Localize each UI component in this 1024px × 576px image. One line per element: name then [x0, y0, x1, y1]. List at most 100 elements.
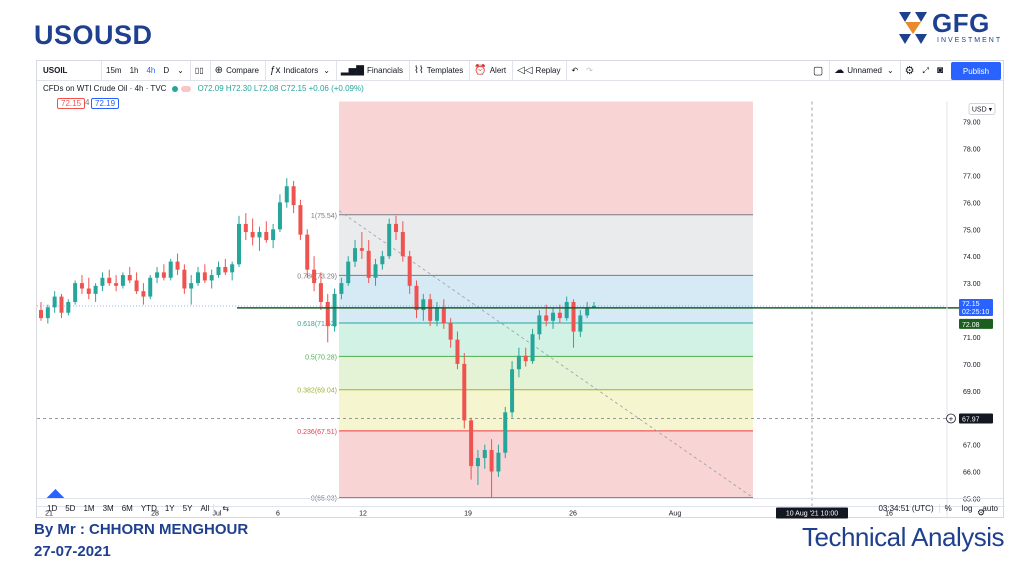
range-3m[interactable]: 3M [102, 504, 114, 513]
candle-body [250, 231, 255, 238]
candle-body [271, 229, 276, 241]
candle-body [107, 277, 112, 284]
candle-body [496, 452, 501, 472]
logo-subtext: INVESTMENT [937, 37, 1003, 44]
chart-type-candles-icon[interactable]: ▯▯ [189, 60, 208, 81]
candle-body [380, 256, 385, 265]
fib-zone [339, 430, 753, 498]
price-tick-label: 77.00 [963, 173, 981, 180]
slide-title: USOUSD [34, 20, 153, 50]
candle-body [475, 458, 480, 467]
time-tick-label: 19 [464, 511, 472, 518]
last-price-value: 72.15 [962, 301, 980, 308]
candle-body [387, 223, 392, 257]
candle-body [482, 449, 487, 459]
alert-button[interactable]: ⏰ Alert [469, 60, 510, 81]
compare-button[interactable]: ⊕ Compare [209, 60, 263, 81]
symbol-description: CFDs on WTI Crude Oil · 4h · TVC [43, 84, 167, 93]
candle-body [86, 288, 91, 294]
range-5y[interactable]: 5Y [182, 504, 193, 513]
range-all[interactable]: All [200, 504, 210, 513]
candle-body [175, 261, 180, 270]
date-line: 27-07-2021 [34, 543, 111, 560]
candle-body [537, 315, 542, 335]
sell-price-button[interactable]: 72.15 [57, 98, 86, 109]
settings-gear-icon[interactable]: ⚙ [899, 60, 919, 81]
horizontal-line-tag [959, 318, 993, 329]
financials-label: Financials [367, 66, 404, 75]
candle-body [209, 275, 214, 281]
candle-body [325, 301, 330, 327]
interval-15m[interactable]: 15m [101, 60, 126, 81]
compare-label: Compare [226, 66, 259, 75]
candle-body [93, 285, 98, 294]
replay-button[interactable]: ◁◁ Replay [512, 60, 564, 81]
publish-button[interactable]: Publish [951, 62, 1001, 80]
range-1d[interactable]: 1D [47, 504, 58, 513]
candle-body [291, 186, 296, 206]
time-tick-label: 28 [151, 511, 159, 518]
templates-icon: ⌇⌇ [414, 65, 424, 76]
fib-level-label: 1(75.54) [311, 213, 337, 220]
candle-body [434, 307, 439, 321]
candle-body [544, 315, 549, 321]
add-alert-plus-icon [946, 413, 956, 424]
range-5d[interactable]: 5D [65, 504, 76, 513]
candle-body [400, 231, 405, 257]
range-1m[interactable]: 1M [83, 504, 95, 513]
indicators-label: Indicators [283, 66, 319, 75]
alarm-clock-icon: ⏰ [474, 65, 487, 76]
range-1y[interactable]: 1Y [164, 504, 175, 513]
candle-body [298, 205, 303, 235]
candle-body [414, 285, 419, 311]
financials-button[interactable]: ▂▅▇ Financials [335, 60, 407, 81]
spread-value: 4 [85, 98, 90, 107]
undo-icon[interactable]: ↶ [566, 60, 582, 81]
camera-icon[interactable]: ◙ [936, 65, 943, 76]
currency-dropdown [968, 103, 996, 115]
range-ytd[interactable]: YTD [140, 504, 157, 513]
price-chart[interactable]: 1(75.54) 0.786(73.29) 0.618(71.52) 0.5(70.2… [37, 81, 1005, 539]
redo-icon[interactable]: ↷ [586, 66, 593, 75]
chart-legend: CFDs on WTI Crude Oil · 4h · TVC O72.09 … [43, 84, 364, 93]
candle-body [223, 266, 228, 273]
time-tick-label: 26 [569, 511, 577, 518]
symbol-search[interactable]: USOIL [43, 66, 68, 75]
interval-4h[interactable]: 4h [146, 66, 156, 75]
fib-level-label: 0(65.03) [311, 496, 337, 503]
buy-price-button[interactable]: 72.19 [91, 98, 120, 109]
percent-toggle[interactable]: % [938, 504, 957, 513]
layout-chevron-icon: ⌄ [886, 66, 894, 75]
crosshair-price-tag [959, 413, 993, 424]
candle-body [257, 231, 262, 238]
templates-button[interactable]: ⌇⌇ Templates [409, 60, 467, 81]
indicators-button[interactable]: ƒx Indicators ⌄ [264, 60, 334, 81]
author-line: By Mr : CHHORN MENGHOUR [34, 521, 249, 538]
ohlc-values: O72.09 H72.30 L72.08 C72.15 +0.06 (+0.09… [197, 84, 364, 93]
interval-dropdown-chevron-icon[interactable]: ⌄ [177, 66, 184, 75]
price-tick-label: 76.00 [963, 200, 981, 207]
auto-toggle[interactable]: auto [982, 504, 998, 513]
price-tick-label: 69.00 [963, 389, 981, 396]
candle-body [230, 264, 235, 273]
price-tick-label: 74.00 [963, 254, 981, 261]
candle-body [462, 363, 467, 421]
gfg-logo-icon [899, 12, 927, 44]
candle-body [114, 283, 119, 286]
interval-d[interactable]: D [163, 66, 170, 75]
candle-body [243, 223, 248, 232]
replay-label: Replay [535, 66, 561, 75]
utc-clock[interactable]: 03:34:51 (UTC) [878, 504, 934, 513]
log-toggle[interactable]: log [961, 504, 973, 513]
layout-name-button[interactable]: ☁ Unnamed ⌄ [829, 60, 897, 81]
range-6m[interactable]: 6M [121, 504, 133, 513]
candle-body [510, 369, 515, 413]
layout-square-icon[interactable]: ▢ [812, 65, 824, 77]
fib-level-label: 0.786(73.29) [297, 273, 337, 280]
candle-body [120, 275, 125, 286]
price-tick-label: 73.00 [963, 281, 981, 288]
goto-date-icon[interactable]: ⇆ [213, 504, 233, 513]
interval-1h[interactable]: 1h [129, 66, 139, 75]
fullscreen-icon[interactable]: ⤢ [922, 65, 929, 75]
fib-extension-zone [339, 101, 753, 215]
